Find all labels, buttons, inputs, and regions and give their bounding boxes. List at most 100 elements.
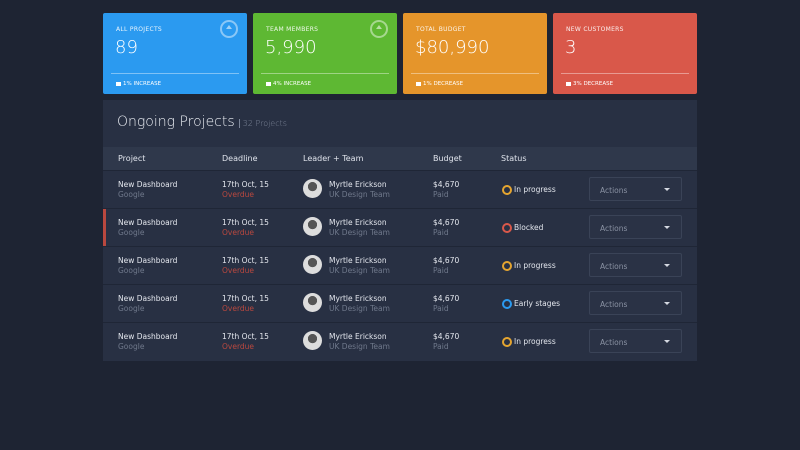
card-divider	[561, 73, 689, 74]
actions-label: Actions	[600, 186, 628, 195]
team-name: UK Design Team	[329, 266, 390, 275]
client-name: Google	[118, 228, 145, 237]
table-row: New Dashboard Google 17th Oct, 15 Overdue My…	[103, 208, 697, 246]
team-name: UK Design Team	[329, 228, 390, 237]
status-dot	[502, 299, 512, 309]
table-row: New Dashboard Google 17th Oct, 15 Overdue My…	[103, 322, 697, 360]
budget-note: Paid	[433, 304, 449, 313]
actions-label: Actions	[600, 338, 628, 347]
status-dot	[502, 185, 512, 195]
leader-name: Myrtle Erickson	[329, 218, 387, 227]
budget-note: Paid	[433, 228, 449, 237]
leader-name: Myrtle Erickson	[329, 332, 387, 341]
card-label: TEAM MEMBERS	[266, 26, 319, 33]
deadline-note: Overdue	[222, 342, 255, 351]
card-label: TOTAL BUDGET	[416, 26, 466, 33]
card-label: ALL PROJECTS	[116, 26, 163, 33]
status-dot	[502, 337, 512, 347]
stat-card: ALL PROJECTS 89 1% INCREASE	[103, 13, 247, 94]
actions-label: Actions	[600, 262, 628, 271]
table-row: New Dashboard Google 17th Oct, 15 Overdue My…	[103, 246, 697, 284]
leader-name: Myrtle Erickson	[329, 294, 387, 303]
actions-button[interactable]: Actions	[589, 253, 682, 277]
client-name: Google	[118, 266, 145, 275]
actions-button[interactable]: Actions	[589, 291, 682, 315]
status-dot	[502, 261, 512, 271]
budget: $4,670	[433, 332, 460, 341]
card-footer: 4% INCREASE	[266, 81, 311, 87]
project-name: New Dashboard	[118, 180, 178, 189]
actions-button[interactable]: Actions	[589, 329, 682, 353]
card-value: 5,990	[265, 37, 317, 58]
card-value: $80,990	[415, 37, 490, 58]
table-row: New Dashboard Google 17th Oct, 15 Overdue My…	[103, 284, 697, 322]
actions-button[interactable]: Actions	[589, 177, 682, 201]
budget: $4,670	[433, 256, 460, 265]
arrow-icon	[220, 20, 238, 38]
card-divider	[411, 73, 539, 74]
avatar	[303, 293, 322, 312]
card-divider	[261, 73, 389, 74]
table-row: New Dashboard Google 17th Oct, 15 Overdue My…	[103, 170, 697, 208]
status: In progress	[514, 261, 556, 270]
client-name: Google	[118, 304, 145, 313]
budget: $4,670	[433, 180, 460, 189]
card-value: 89	[115, 37, 138, 58]
client-name: Google	[118, 190, 145, 199]
leader-name: Myrtle Erickson	[329, 256, 387, 265]
client-name: Google	[118, 342, 145, 351]
project-name: New Dashboard	[118, 256, 178, 265]
team-name: UK Design Team	[329, 190, 390, 199]
column-header: Leader + Team	[303, 154, 364, 163]
card-footer: 1% DECREASE	[416, 81, 463, 87]
status: Blocked	[514, 223, 544, 232]
column-header: Deadline	[222, 154, 258, 163]
budget-note: Paid	[433, 190, 449, 199]
deadline: 17th Oct, 15	[222, 294, 269, 303]
actions-button[interactable]: Actions	[589, 215, 682, 239]
column-header: Project	[118, 154, 146, 163]
stat-card: TEAM MEMBERS 5,990 4% INCREASE	[253, 13, 397, 94]
card-footer: 3% DECREASE	[566, 81, 613, 87]
leader-name: Myrtle Erickson	[329, 180, 387, 189]
deadline: 17th Oct, 15	[222, 180, 269, 189]
status: Early stages	[514, 299, 561, 308]
team-name: UK Design Team	[329, 342, 390, 351]
project-name: New Dashboard	[118, 294, 178, 303]
deadline-note: Overdue	[222, 190, 255, 199]
actions-label: Actions	[600, 224, 628, 233]
status-dot	[502, 223, 512, 233]
deadline: 17th Oct, 15	[222, 256, 269, 265]
budget-note: Paid	[433, 342, 449, 351]
stat-card: NEW CUSTOMERS 3 3% DECREASE	[553, 13, 697, 94]
deadline-note: Overdue	[222, 266, 255, 275]
budget: $4,670	[433, 218, 460, 227]
card-value: 3	[565, 37, 577, 58]
card-label: NEW CUSTOMERS	[566, 26, 624, 33]
table-header: Project Deadline Leader + Team Budget Status	[103, 147, 697, 170]
status: In progress	[514, 185, 556, 194]
panel-title: Ongoing Projects 32 Projects	[117, 114, 287, 130]
deadline: 17th Oct, 15	[222, 332, 269, 341]
status: In progress	[514, 337, 556, 346]
column-header: Budget	[433, 154, 462, 163]
team-name: UK Design Team	[329, 304, 390, 313]
avatar	[303, 179, 322, 198]
subtitle: 32 Projects	[238, 119, 287, 128]
budget: $4,670	[433, 294, 460, 303]
budget-note: Paid	[433, 266, 449, 275]
project-name: New Dashboard	[118, 332, 178, 341]
deadline: 17th Oct, 15	[222, 218, 269, 227]
actions-label: Actions	[600, 300, 628, 309]
arrow-icon	[370, 20, 388, 38]
title: Ongoing Projects	[117, 114, 235, 130]
avatar	[303, 331, 322, 350]
project-name: New Dashboard	[118, 218, 178, 227]
card-footer: 1% INCREASE	[116, 81, 161, 87]
avatar	[303, 255, 322, 274]
avatar	[303, 217, 322, 236]
deadline-note: Overdue	[222, 228, 255, 237]
column-header: Status	[501, 154, 527, 163]
stat-card: TOTAL BUDGET $80,990 1% DECREASE	[403, 13, 547, 94]
